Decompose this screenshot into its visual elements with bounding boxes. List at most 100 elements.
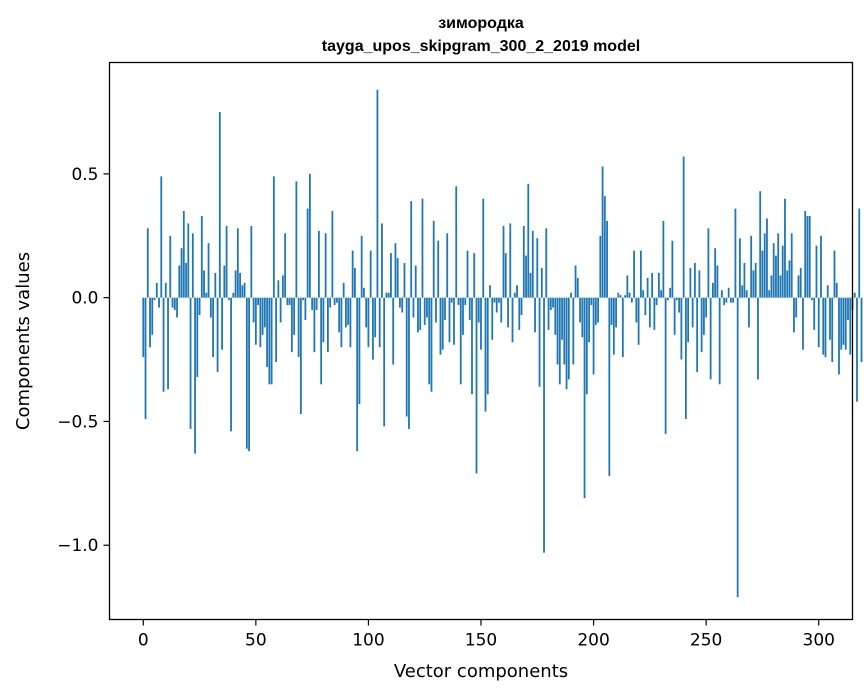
bar — [227, 297, 230, 301]
bar — [509, 223, 512, 298]
x-axis-label: Vector components — [394, 661, 568, 682]
bar — [653, 297, 656, 330]
bar — [248, 297, 250, 452]
bar — [858, 208, 861, 298]
bar — [601, 166, 604, 298]
bar — [684, 297, 687, 419]
x-tick-label: 300 — [803, 631, 835, 651]
bar — [142, 297, 145, 358]
bar — [826, 285, 829, 298]
bar — [457, 297, 460, 306]
bar — [498, 297, 500, 303]
bar — [556, 297, 559, 365]
bar — [403, 263, 406, 298]
bar — [295, 181, 298, 298]
bar — [824, 297, 827, 358]
bar — [522, 225, 525, 298]
bar — [786, 270, 789, 298]
bar — [374, 297, 377, 338]
bar — [502, 225, 505, 298]
bar — [727, 287, 730, 298]
bar — [808, 215, 811, 298]
bar — [833, 250, 836, 298]
bar — [558, 297, 561, 385]
bar — [639, 250, 642, 298]
bar — [464, 297, 467, 306]
bar — [725, 297, 728, 303]
bar — [576, 277, 579, 298]
bar — [734, 208, 737, 298]
bar — [480, 297, 482, 350]
bar — [770, 275, 773, 298]
bar — [376, 89, 379, 298]
bar — [806, 215, 809, 298]
bar — [209, 297, 212, 318]
bar — [185, 263, 187, 298]
bar — [453, 297, 455, 345]
bar — [446, 233, 449, 298]
bar — [308, 173, 311, 298]
bar — [313, 297, 316, 353]
bar — [279, 297, 282, 323]
bar — [590, 297, 593, 306]
bar — [290, 297, 293, 353]
bar — [666, 297, 669, 301]
bar — [817, 297, 820, 348]
bar — [277, 280, 280, 298]
bar — [567, 297, 570, 380]
bar — [619, 295, 622, 298]
bar — [736, 297, 739, 598]
bar — [293, 297, 296, 335]
bar — [322, 297, 325, 343]
bar — [630, 297, 633, 303]
bar — [856, 297, 858, 402]
bar — [840, 297, 843, 350]
bar — [270, 297, 273, 385]
bar — [160, 176, 163, 298]
bar — [626, 275, 629, 298]
bar — [705, 297, 708, 318]
bar — [707, 228, 710, 298]
bar — [383, 297, 386, 427]
bar — [257, 297, 259, 306]
bar — [198, 297, 201, 316]
bar — [272, 176, 275, 298]
bar — [167, 297, 169, 390]
bar — [207, 243, 210, 298]
bar — [651, 272, 654, 298]
bar — [299, 297, 302, 415]
bar — [675, 297, 678, 301]
bar — [637, 297, 640, 345]
bar — [799, 267, 802, 298]
bar — [324, 233, 327, 298]
bar — [669, 287, 672, 298]
bar — [426, 297, 428, 318]
bar — [538, 297, 541, 387]
bar — [507, 297, 509, 328]
bar — [320, 297, 323, 385]
chart-title: зимородка — [438, 15, 524, 32]
bar — [155, 282, 158, 298]
bar — [540, 267, 543, 298]
bar — [200, 215, 203, 298]
bar — [552, 297, 554, 308]
bar — [189, 297, 192, 429]
bar — [367, 297, 370, 348]
bar — [554, 297, 557, 335]
bar — [482, 198, 485, 298]
bar — [594, 297, 597, 325]
bar — [331, 211, 334, 298]
bar — [428, 297, 431, 385]
bar — [696, 297, 699, 372]
bar — [441, 297, 444, 350]
x-tick-label: 250 — [690, 631, 722, 651]
bar — [216, 297, 219, 372]
bar — [252, 297, 255, 323]
bar — [417, 297, 419, 333]
bar — [360, 235, 363, 298]
bar — [336, 297, 338, 303]
bar — [606, 220, 608, 298]
bar — [579, 297, 581, 323]
chart-subtitle: tayga_upos_skipgram_300_2_2019 model — [322, 38, 640, 55]
bar — [410, 201, 413, 298]
